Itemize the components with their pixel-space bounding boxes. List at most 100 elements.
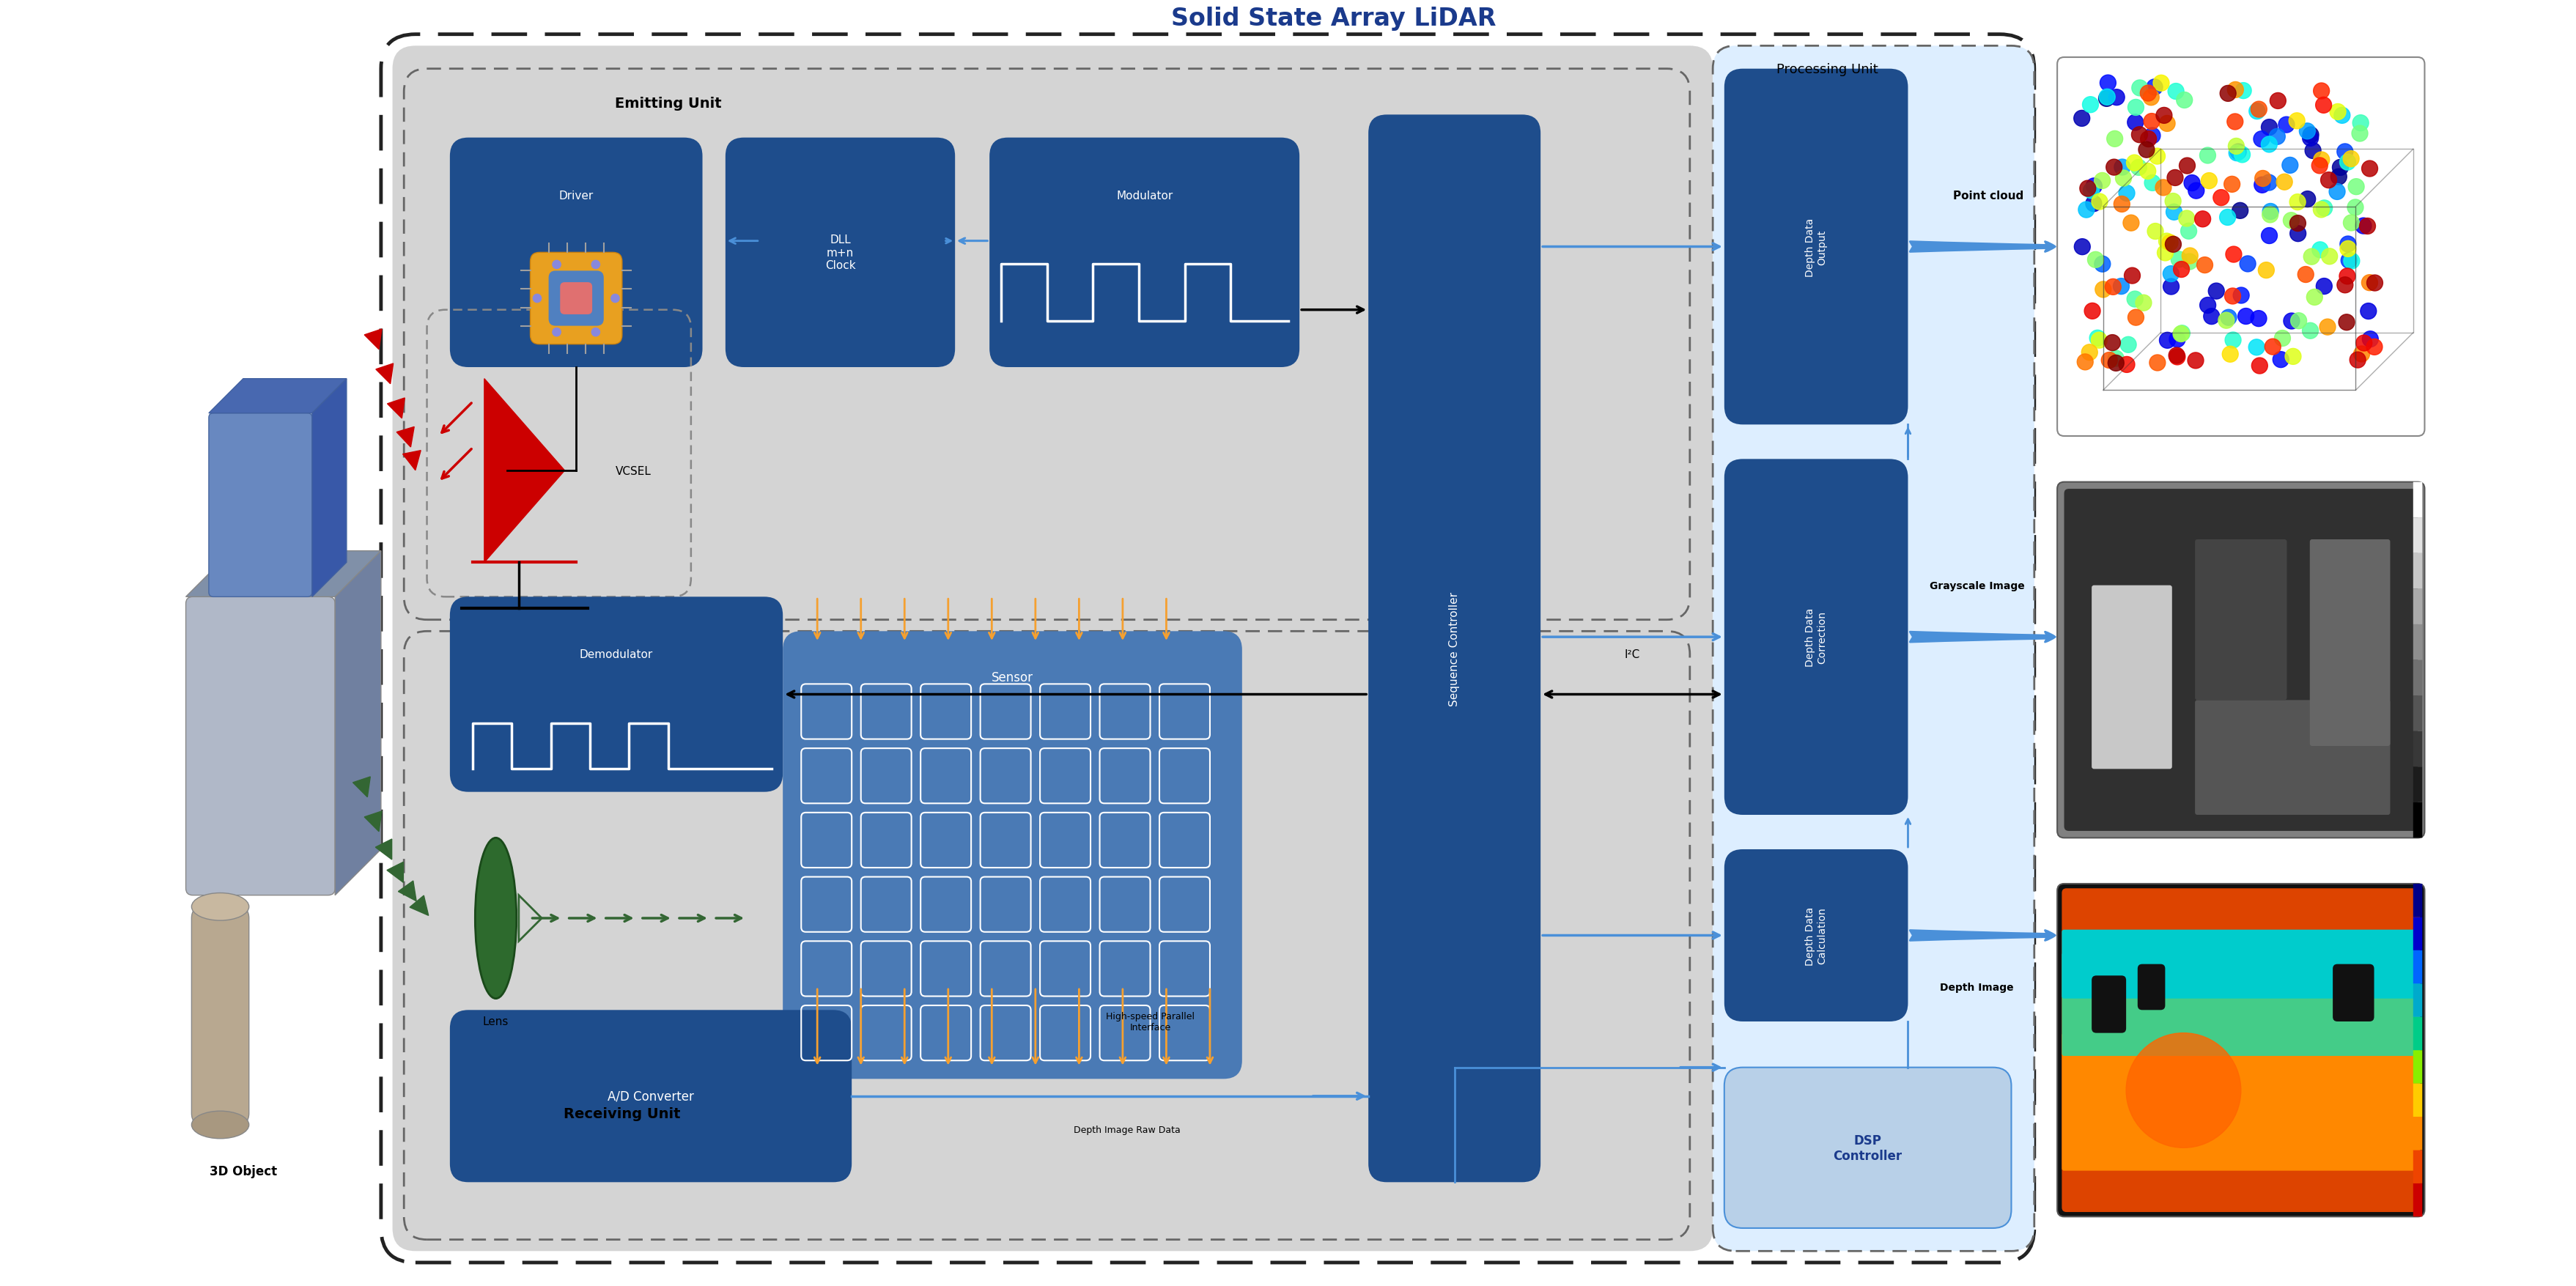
Text: Depth Data
Output: Depth Data Output: [1806, 217, 1826, 276]
Text: Depth Data
Correction: Depth Data Correction: [1806, 608, 1826, 666]
Circle shape: [2298, 267, 2313, 283]
Circle shape: [2367, 275, 2383, 292]
Circle shape: [2228, 82, 2244, 99]
Circle shape: [2107, 351, 2125, 367]
Circle shape: [2105, 336, 2120, 351]
FancyBboxPatch shape: [1723, 850, 1909, 1021]
Circle shape: [2282, 314, 2300, 329]
Circle shape: [2202, 309, 2221, 325]
Circle shape: [2290, 314, 2306, 329]
FancyBboxPatch shape: [2334, 964, 2375, 1021]
Circle shape: [2303, 323, 2318, 340]
Circle shape: [2334, 108, 2349, 123]
Circle shape: [2079, 181, 2097, 197]
Text: Sequence Controller: Sequence Controller: [1448, 592, 1461, 706]
Circle shape: [2159, 234, 2174, 249]
Circle shape: [2179, 158, 2195, 175]
Circle shape: [2362, 332, 2378, 347]
Circle shape: [2316, 98, 2331, 113]
Circle shape: [2354, 219, 2372, 234]
Text: A/D Converter: A/D Converter: [608, 1089, 693, 1103]
FancyBboxPatch shape: [2414, 518, 2421, 553]
Circle shape: [2239, 256, 2257, 273]
FancyBboxPatch shape: [2061, 953, 2419, 1056]
Circle shape: [2117, 358, 2136, 373]
FancyBboxPatch shape: [451, 597, 783, 792]
Circle shape: [2169, 332, 2184, 347]
FancyBboxPatch shape: [1713, 46, 2035, 1251]
Circle shape: [2262, 120, 2277, 136]
Circle shape: [2249, 104, 2264, 120]
Circle shape: [2231, 144, 2246, 161]
FancyBboxPatch shape: [2061, 889, 2419, 1213]
Circle shape: [2161, 235, 2179, 251]
Circle shape: [2303, 131, 2318, 147]
Circle shape: [2347, 199, 2362, 216]
Text: Depth Image: Depth Image: [1940, 983, 2014, 993]
Circle shape: [2349, 352, 2365, 368]
FancyBboxPatch shape: [2414, 482, 2421, 518]
Circle shape: [2254, 171, 2272, 186]
FancyBboxPatch shape: [2311, 540, 2391, 746]
Circle shape: [2290, 113, 2306, 130]
Circle shape: [2259, 262, 2275, 279]
Circle shape: [2094, 174, 2110, 189]
Circle shape: [2352, 126, 2367, 141]
Circle shape: [2300, 192, 2316, 207]
Circle shape: [2221, 86, 2236, 102]
Text: Solid State Array LiDAR: Solid State Array LiDAR: [1172, 6, 1497, 31]
FancyBboxPatch shape: [2063, 489, 2419, 831]
Circle shape: [2329, 104, 2347, 121]
Circle shape: [2339, 154, 2354, 171]
Circle shape: [2262, 228, 2277, 244]
Circle shape: [2156, 108, 2172, 123]
Circle shape: [2079, 202, 2094, 219]
Circle shape: [2228, 114, 2244, 130]
Circle shape: [2141, 131, 2156, 148]
Circle shape: [2313, 153, 2329, 168]
Circle shape: [2336, 144, 2352, 161]
FancyBboxPatch shape: [2195, 540, 2287, 701]
Ellipse shape: [191, 1111, 250, 1138]
Circle shape: [2081, 345, 2097, 361]
Circle shape: [2254, 177, 2269, 193]
Text: VCSEL: VCSEL: [616, 466, 652, 476]
FancyBboxPatch shape: [1723, 69, 1909, 424]
Circle shape: [2074, 111, 2089, 127]
FancyBboxPatch shape: [2138, 964, 2166, 1010]
Polygon shape: [185, 552, 381, 597]
Circle shape: [2339, 315, 2354, 331]
Circle shape: [2349, 179, 2365, 195]
Polygon shape: [386, 862, 404, 882]
Circle shape: [2197, 257, 2213, 274]
Circle shape: [2336, 278, 2352, 293]
Circle shape: [2164, 266, 2179, 283]
Circle shape: [2174, 325, 2190, 342]
Circle shape: [2099, 91, 2115, 107]
Circle shape: [2177, 93, 2192, 109]
Circle shape: [2313, 202, 2329, 219]
Circle shape: [2313, 84, 2329, 99]
Ellipse shape: [474, 838, 515, 999]
Circle shape: [2275, 331, 2290, 347]
FancyBboxPatch shape: [2414, 625, 2421, 660]
Circle shape: [2269, 94, 2285, 109]
Circle shape: [2128, 114, 2143, 131]
Circle shape: [2141, 86, 2156, 102]
Circle shape: [2087, 195, 2102, 212]
Text: 3D Object: 3D Object: [209, 1164, 278, 1178]
FancyBboxPatch shape: [2414, 917, 2421, 950]
Circle shape: [2148, 224, 2164, 240]
Circle shape: [2087, 179, 2102, 194]
Circle shape: [2125, 156, 2143, 171]
Circle shape: [2169, 350, 2184, 365]
Circle shape: [2102, 352, 2117, 369]
FancyBboxPatch shape: [2414, 1017, 2421, 1051]
Circle shape: [2164, 279, 2179, 296]
Circle shape: [2213, 190, 2228, 206]
Text: Emitting Unit: Emitting Unit: [616, 96, 721, 111]
FancyBboxPatch shape: [2414, 1150, 2421, 1183]
Circle shape: [2099, 90, 2115, 105]
Circle shape: [2236, 84, 2251, 99]
Circle shape: [2166, 204, 2182, 221]
